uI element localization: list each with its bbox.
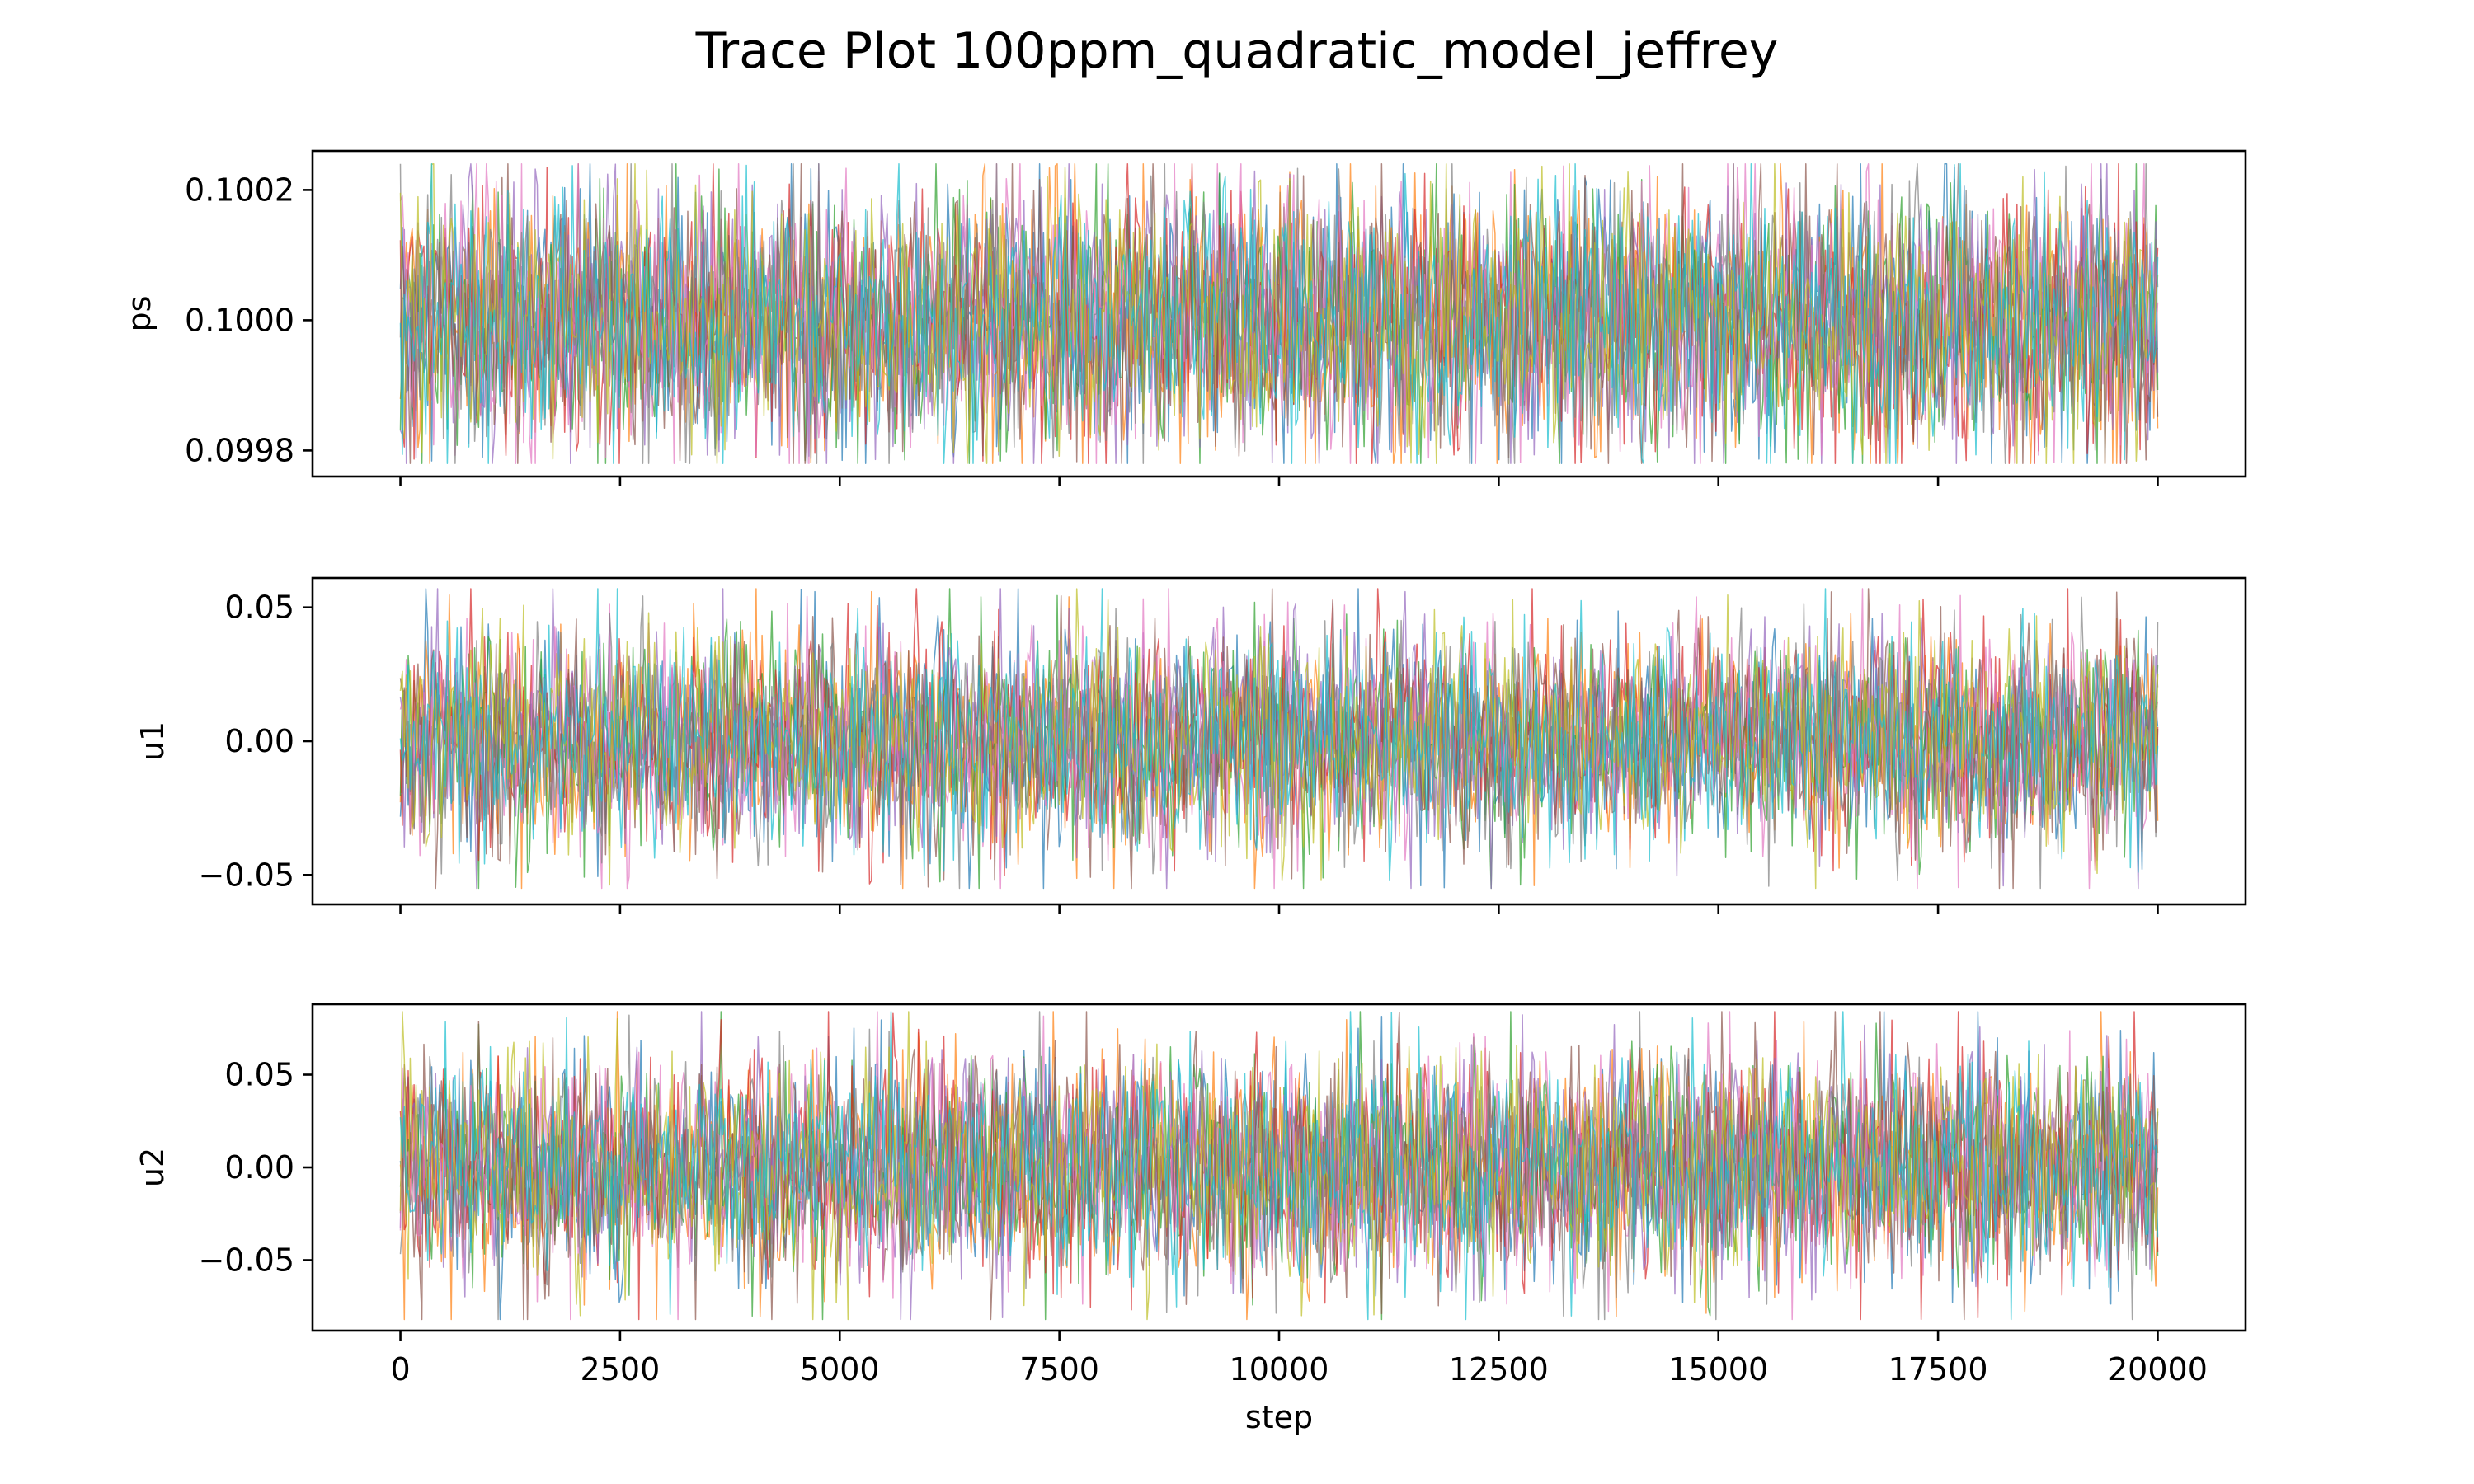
x-tick-label: 0	[390, 1351, 410, 1388]
y-axis-label-u2: u2	[134, 1148, 171, 1187]
traces-ps	[399, 163, 2159, 464]
x-tick-label: 15000	[1668, 1351, 1768, 1388]
y-tick-label-ps: 0.1000	[185, 302, 294, 338]
panels: 0.09980.10000.1002ps−0.050.000.05u1−0.05…	[121, 149, 2247, 1341]
panel-ps: 0.0998 0.1000 0.1002 ps	[121, 149, 2247, 486]
x-tick-label: 20000	[2108, 1351, 2208, 1388]
y-axis-label-ps: ps	[121, 296, 158, 332]
trace-line-u2-9	[399, 1011, 2159, 1321]
trace-line-ps-10	[399, 163, 2159, 464]
x-tick-label: 7500	[1019, 1351, 1099, 1388]
traces-u1	[399, 588, 2159, 890]
y-tick-label-u1: −0.05	[199, 857, 294, 893]
x-tick-label: 2500	[581, 1351, 661, 1388]
x-axis: 0 2500 5000 7500 10000 12500 15000 17500 20000	[390, 1351, 2207, 1388]
x-tick-label: 17500	[1888, 1351, 1988, 1388]
trace-line-u1-10	[399, 588, 2159, 881]
traces-u2	[399, 1011, 2159, 1321]
y-tick-label-u2: 0.05	[224, 1057, 294, 1093]
x-axis-label: step	[1245, 1399, 1313, 1435]
panel-u1: −0.05 0.00 0.05 u1	[134, 576, 2247, 914]
x-tick-label: 12500	[1449, 1351, 1549, 1388]
y-tick-label-ps: 0.0998	[185, 432, 294, 468]
y-tick-label-u2: −0.05	[199, 1242, 294, 1279]
y-tick-label-u1: 0.05	[224, 589, 294, 626]
y-axis-label-u1: u1	[134, 721, 171, 761]
trace-line-u2-10	[399, 1011, 2159, 1321]
trace-line-ps-6	[399, 163, 2159, 464]
panel-u2: −0.05 0.00 0.05 u2	[134, 1003, 2247, 1341]
chart-title: Trace Plot 100ppm_quadratic_model_jeffre…	[695, 22, 1779, 80]
y-tick-label-ps: 0.1002	[185, 171, 294, 208]
y-tick-label-u1: 0.00	[224, 723, 294, 759]
y-tick-label-u2: 0.00	[224, 1149, 294, 1186]
x-tick-label: 5000	[800, 1351, 880, 1388]
x-tick-label: 10000	[1230, 1351, 1329, 1388]
trace-line-ps-9	[399, 163, 2159, 464]
